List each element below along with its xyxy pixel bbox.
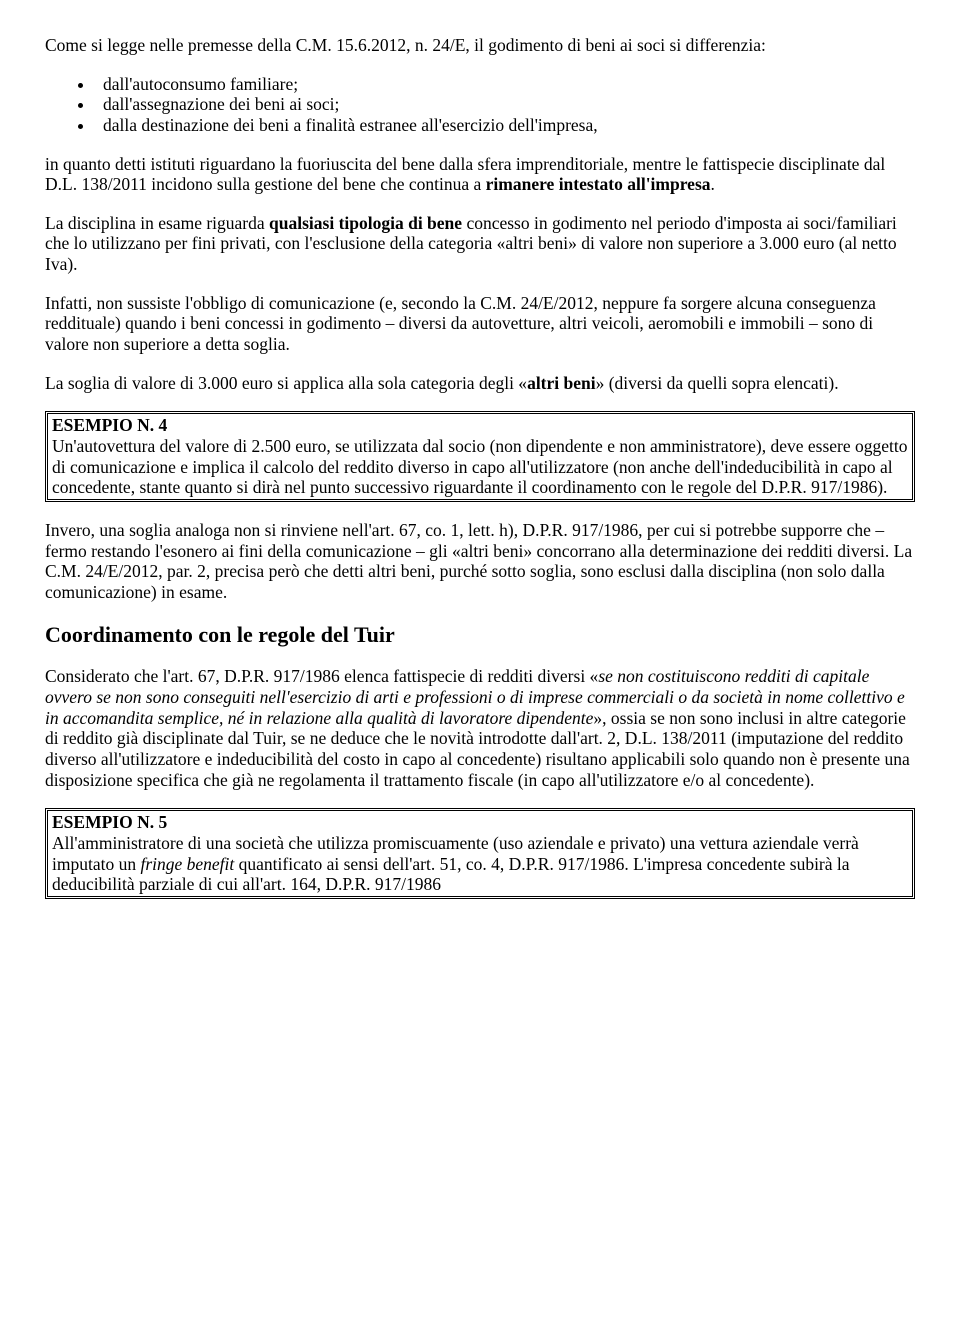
- bold-text: altri beni: [527, 373, 596, 393]
- example-body: All'amministratore di una società che ut…: [52, 833, 908, 895]
- paragraph: La soglia di valore di 3.000 euro si app…: [45, 373, 915, 394]
- list-item: dalla destinazione dei beni a finalità e…: [95, 115, 915, 136]
- paragraph: Infatti, non sussiste l'obbligo di comun…: [45, 293, 915, 355]
- italic-text: fringe benefit: [140, 854, 234, 874]
- list-item: dall'autoconsumo familiare;: [95, 74, 915, 95]
- example-body: Un'autovettura del valore di 2.500 euro,…: [52, 436, 908, 498]
- example-title: ESEMPIO N. 4: [52, 415, 908, 436]
- paragraph: Come si legge nelle premesse della C.M. …: [45, 35, 915, 56]
- example-box-5: ESEMPIO N. 5 All'amministratore di una s…: [45, 808, 915, 899]
- bullet-list: dall'autoconsumo familiare; dall'assegna…: [45, 74, 915, 136]
- bold-text: qualsiasi tipologia di bene: [269, 213, 462, 233]
- list-item: dall'assegnazione dei beni ai soci;: [95, 94, 915, 115]
- text: .: [711, 174, 715, 194]
- text: in quanto detti istituti riguardano la f…: [45, 154, 885, 195]
- example-box-4: ESEMPIO N. 4 Un'autovettura del valore d…: [45, 411, 915, 502]
- section-heading: Coordinamento con le regole del Tuir: [45, 622, 915, 648]
- example-title: ESEMPIO N. 5: [52, 812, 908, 833]
- text: Considerato che l'art. 67, D.P.R. 917/19…: [45, 666, 598, 686]
- paragraph: La disciplina in esame riguarda qualsias…: [45, 213, 915, 275]
- text: La disciplina in esame riguarda: [45, 213, 269, 233]
- bold-text: rimanere intestato all'impresa: [486, 174, 711, 194]
- paragraph: Invero, una soglia analoga non si rinvie…: [45, 520, 915, 603]
- text: » (diversi da quelli sopra elencati).: [596, 373, 839, 393]
- paragraph: in quanto detti istituti riguardano la f…: [45, 154, 915, 195]
- text: La soglia di valore di 3.000 euro si app…: [45, 373, 527, 393]
- paragraph: Considerato che l'art. 67, D.P.R. 917/19…: [45, 666, 915, 790]
